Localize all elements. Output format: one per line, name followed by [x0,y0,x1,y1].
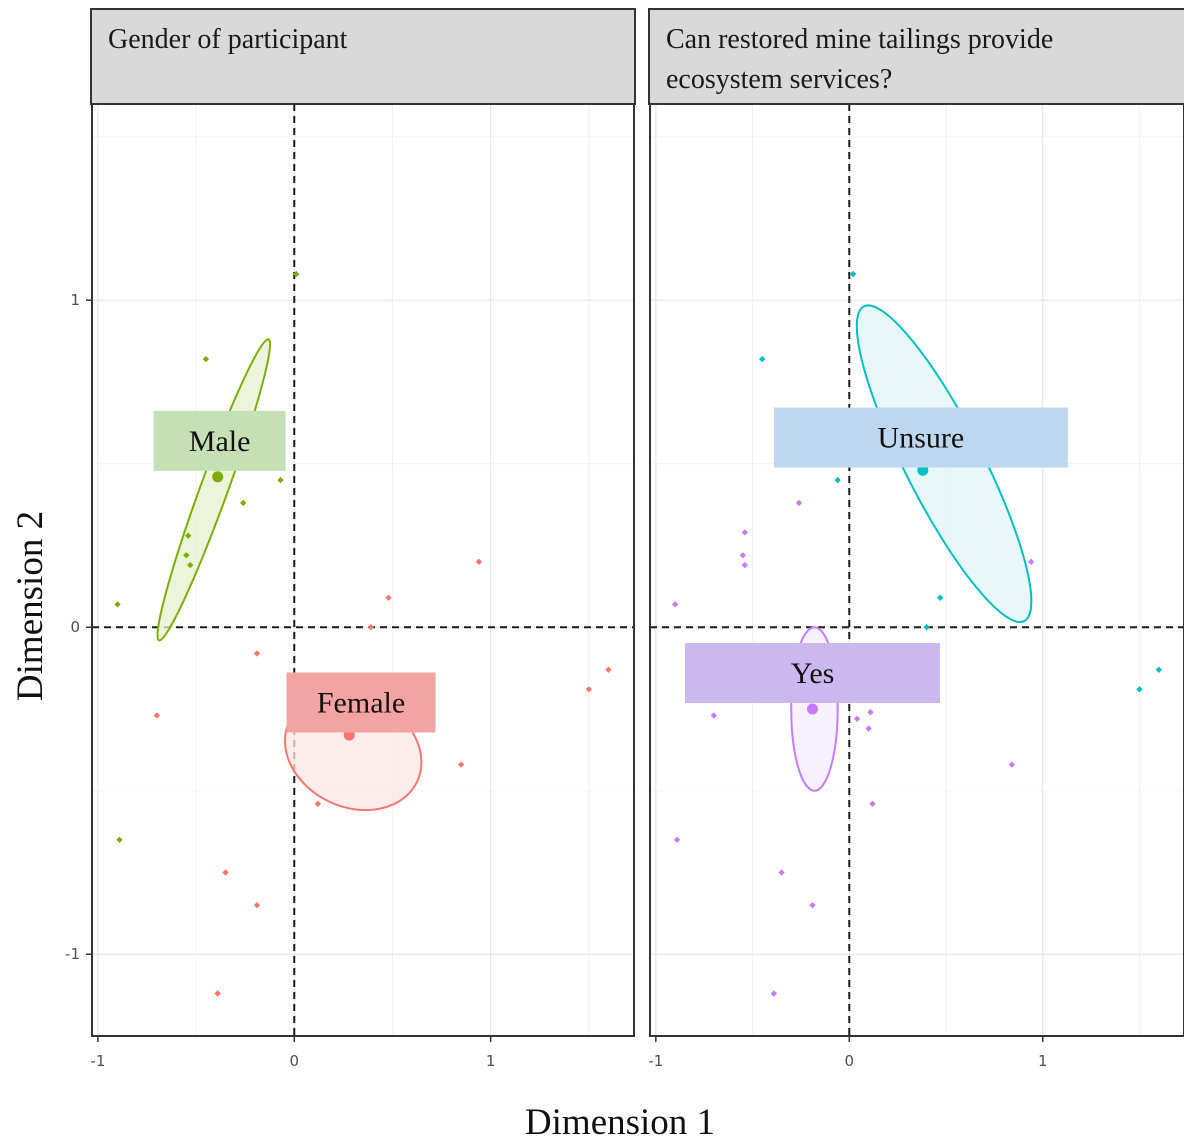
x-axis-ticks-panel-1: -1 0 1 [648,1036,1048,1070]
x-tick-label: 1 [1038,1052,1048,1070]
data-point-male [186,561,194,569]
data-point-male [116,836,123,843]
data-point-unsure [937,594,944,601]
data-point-unsure [849,270,857,278]
y-tick-label: -1 [65,945,80,963]
facet-strip-title-line: Gender of participant [108,24,348,55]
data-point-yes [778,869,785,876]
data-point-female [253,901,261,909]
data-point-unsure [923,624,930,631]
data-point-female [367,624,375,631]
data-point-female [475,558,483,566]
data-point-female [314,800,322,808]
x-tick-label: 0 [845,1052,855,1070]
centroid-male [212,471,224,483]
data-point-male [114,601,121,608]
data-point-yes [865,725,872,732]
data-point-yes [741,529,749,536]
data-point-yes [739,552,747,559]
label-female: Female [286,672,436,733]
data-point-yes [770,990,778,997]
label-box-female [286,672,436,733]
facet-strip-title: Can restored mine tailings provide ecosys… [666,24,1053,95]
data-point-male [277,476,284,484]
facet-strip-background [648,8,1184,105]
data-point-yes [741,561,749,569]
x-axis-title: Dimension 1 [525,1102,715,1140]
x-axis-ticks-panel-0: -1 0 1 [90,1036,495,1070]
label-male: Male [153,410,286,471]
data-point-female [253,650,261,657]
data-point-male [183,552,190,559]
data-point-female [585,686,593,693]
data-point-male [240,499,247,507]
x-tick-label: -1 [648,1052,663,1070]
points-yes [671,499,1035,997]
data-point-female [222,869,229,876]
panel-plot-area: Male Female [92,104,634,1036]
facet-strip-title-line: ecosystem services? [666,64,892,95]
facet-strip-title-line: Can restored mine tailings provide [666,24,1053,55]
label-box-yes [685,643,941,704]
facet-strip: Can restored mine tailings provide ecosys… [648,8,1184,105]
points-unsure [759,270,1163,693]
y-tick-label: 1 [70,291,80,309]
data-point-yes [710,712,718,719]
data-point-yes [869,800,876,808]
x-tick-label: 0 [289,1052,299,1070]
y-axis-title: Dimension 2 [10,511,51,701]
panel-plot-area: Unsure Yes [650,104,1184,1036]
panel-gender-of-participant: Male Female Gender of participant [90,8,636,1037]
data-point-female [457,761,465,768]
data-point-yes [671,601,679,608]
data-point-female [214,990,221,997]
data-point-female [385,594,392,601]
label-box-unsure [773,407,1068,468]
label-box-male [153,410,286,471]
label-text-female: Female [317,686,405,719]
data-point-yes [867,709,874,716]
data-point-yes [809,901,816,909]
points-female [153,558,612,997]
data-point-yes [795,499,803,507]
label-text-yes: Yes [791,657,835,690]
data-point-female [153,712,161,719]
y-tick-label: 0 [70,618,80,636]
data-point-unsure [1136,686,1143,693]
label-unsure: Unsure [773,407,1068,468]
x-tick-label: 1 [486,1052,496,1070]
label-text-male: Male [189,425,251,458]
data-point-male [202,355,210,363]
centroid-yes [807,703,819,715]
label-text-unsure: Unsure [878,422,965,455]
label-yes: Yes [685,643,941,704]
x-tick-label: -1 [90,1052,105,1070]
facet-strip-background [90,8,636,105]
facet-strip-title: Gender of participant [108,24,348,55]
data-point-yes [853,715,861,722]
panel-background [650,104,1184,1036]
facet-strip: Gender of participant [90,8,636,105]
data-point-male [185,532,192,539]
panel-can-restored-mine: Unsure Yes Can restored mine tailings prov… [648,8,1184,1037]
y-axis-ticks: -1 0 1 [65,291,92,963]
data-point-female [605,666,612,673]
data-point-yes [1027,558,1035,566]
data-point-unsure [1155,666,1163,673]
points-male [114,270,300,843]
data-point-yes [673,836,681,843]
data-point-yes [1008,761,1016,768]
data-point-unsure [759,355,766,363]
data-point-unsure [834,476,841,484]
data-point-male [293,270,300,278]
